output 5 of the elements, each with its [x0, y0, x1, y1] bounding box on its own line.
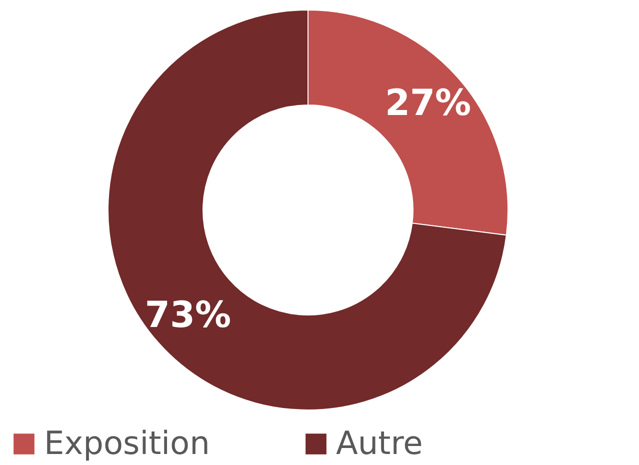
data-label: 27%	[384, 83, 472, 124]
legend-label: Exposition	[44, 424, 210, 462]
legend-label: Autre	[336, 424, 423, 462]
data-label: 73%	[144, 294, 232, 336]
donut-slice	[108, 10, 507, 410]
